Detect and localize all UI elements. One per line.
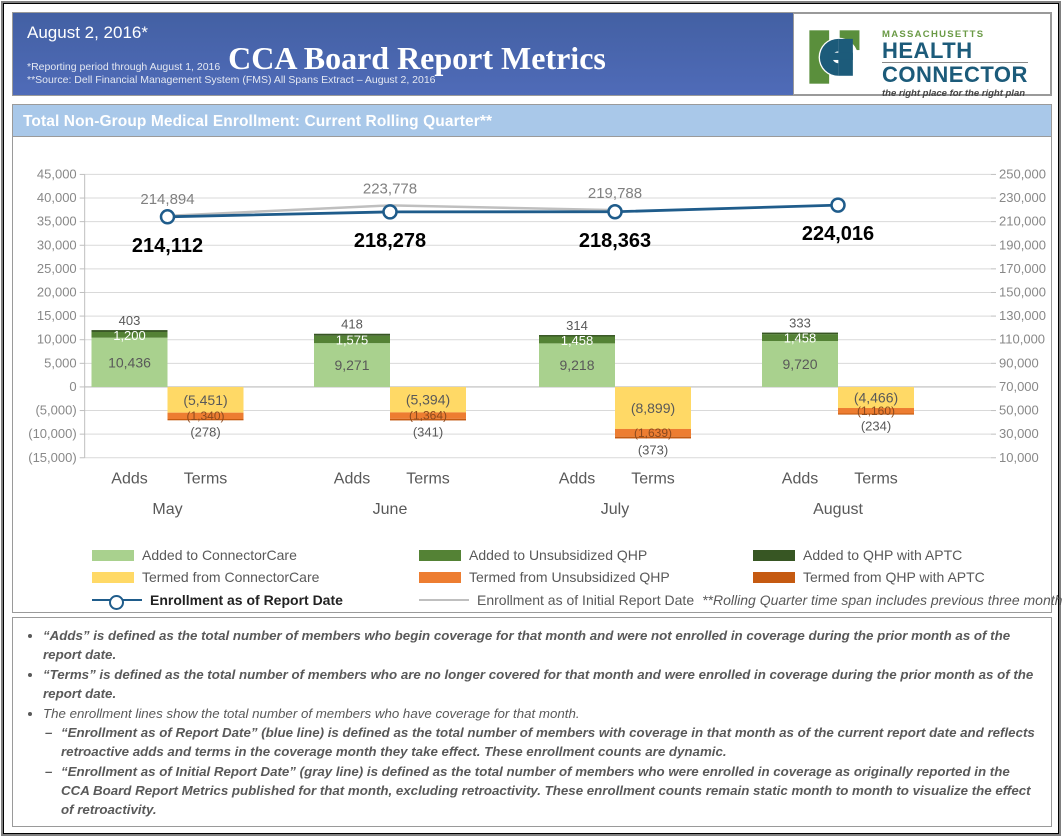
svg-text:250,000: 250,000 [999, 166, 1046, 181]
svg-text:35,000: 35,000 [37, 214, 77, 229]
svg-text:August: August [813, 501, 863, 518]
svg-text:1,575: 1,575 [336, 332, 369, 347]
svg-text:50,000: 50,000 [999, 403, 1039, 418]
svg-text:30,000: 30,000 [37, 237, 77, 252]
svg-text:170,000: 170,000 [999, 261, 1046, 276]
svg-text:403: 403 [119, 313, 141, 328]
svg-text:190,000: 190,000 [999, 237, 1046, 252]
svg-text:210,000: 210,000 [999, 214, 1046, 229]
svg-text:1,200: 1,200 [113, 328, 146, 343]
svg-text:5,000: 5,000 [44, 355, 77, 370]
svg-text:218,278: 218,278 [354, 230, 426, 252]
svg-text:30,000: 30,000 [999, 426, 1039, 441]
svg-text:150,000: 150,000 [999, 284, 1046, 299]
svg-text:(373): (373) [638, 442, 668, 457]
svg-text:July: July [601, 501, 629, 518]
svg-text:219,788: 219,788 [588, 185, 642, 202]
svg-text:(15,000): (15,000) [28, 450, 76, 465]
svg-text:Adds: Adds [111, 471, 147, 488]
svg-text:230,000: 230,000 [999, 190, 1046, 205]
svg-text:223,778: 223,778 [363, 180, 417, 197]
svg-text:(1,364): (1,364) [409, 409, 447, 423]
svg-text:(5,000): (5,000) [35, 403, 76, 418]
svg-text:0: 0 [69, 379, 76, 394]
svg-text:May: May [152, 501, 182, 518]
svg-text:(1,340): (1,340) [186, 409, 224, 423]
svg-text:214,894: 214,894 [140, 191, 194, 208]
svg-text:40,000: 40,000 [37, 190, 77, 205]
svg-text:(1,639): (1,639) [634, 426, 672, 440]
svg-text:9,720: 9,720 [782, 356, 817, 372]
svg-text:224,016: 224,016 [802, 223, 874, 245]
svg-text:Terms: Terms [184, 471, 228, 488]
svg-text:10,436: 10,436 [108, 354, 151, 370]
svg-text:418: 418 [341, 317, 363, 332]
svg-text:(278): (278) [190, 424, 220, 439]
svg-text:214,112: 214,112 [132, 235, 203, 257]
svg-text:314: 314 [566, 318, 588, 333]
svg-text:218,363: 218,363 [579, 230, 651, 252]
svg-text:9,218: 9,218 [559, 357, 594, 373]
svg-text:Adds: Adds [782, 471, 818, 488]
svg-text:(5,451): (5,451) [183, 392, 227, 408]
svg-text:(10,000): (10,000) [28, 426, 76, 441]
svg-text:(234): (234) [861, 419, 891, 434]
svg-text:333: 333 [789, 316, 811, 331]
svg-text:Terms: Terms [631, 471, 675, 488]
svg-text:10,000: 10,000 [37, 332, 77, 347]
svg-text:(5,394): (5,394) [406, 392, 450, 408]
svg-text:45,000: 45,000 [37, 166, 77, 181]
svg-text:Adds: Adds [559, 471, 595, 488]
svg-text:June: June [373, 501, 408, 518]
svg-text:1,458: 1,458 [561, 333, 594, 348]
svg-text:(8,899): (8,899) [631, 400, 675, 416]
svg-text:9,271: 9,271 [334, 357, 369, 373]
svg-text:110,000: 110,000 [999, 332, 1045, 347]
svg-text:70,000: 70,000 [999, 379, 1039, 394]
svg-text:90,000: 90,000 [999, 355, 1039, 370]
svg-text:25,000: 25,000 [37, 261, 77, 276]
svg-text:Adds: Adds [334, 471, 370, 488]
svg-text:10,000: 10,000 [999, 450, 1039, 465]
svg-text:130,000: 130,000 [999, 308, 1046, 323]
svg-text:1,458: 1,458 [784, 331, 817, 346]
svg-text:Terms: Terms [854, 471, 898, 488]
svg-text:15,000: 15,000 [37, 308, 77, 323]
svg-text:20,000: 20,000 [37, 284, 77, 299]
svg-text:(1,160): (1,160) [857, 404, 895, 418]
svg-text:Terms: Terms [406, 471, 450, 488]
svg-text:(341): (341) [413, 424, 443, 439]
